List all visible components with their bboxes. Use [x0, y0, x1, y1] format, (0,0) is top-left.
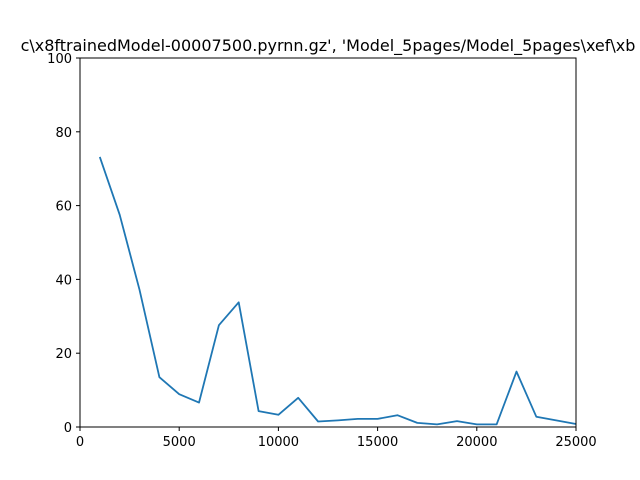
y-tick-label: 40 [55, 273, 72, 288]
y-tick-label: 100 [47, 52, 72, 67]
y-tick-label: 80 [55, 126, 72, 141]
x-tick-label: 15000 [357, 435, 398, 450]
y-tick-label: 0 [64, 421, 72, 436]
y-tick-label: 60 [55, 200, 72, 215]
x-tick-label: 0 [76, 435, 84, 450]
plot-frame [79, 57, 577, 428]
x-tick-label: 5000 [163, 435, 196, 450]
x-tick-label: 20000 [456, 435, 497, 450]
series-line [98, 156, 577, 426]
x-tick-label: 10000 [258, 435, 299, 450]
y-tick-label: 20 [55, 347, 72, 362]
chart-title: c\x8ftrainedModel-00007500.pyrnn.gz', 'M… [21, 36, 636, 56]
x-tick-label: 25000 [555, 435, 596, 450]
